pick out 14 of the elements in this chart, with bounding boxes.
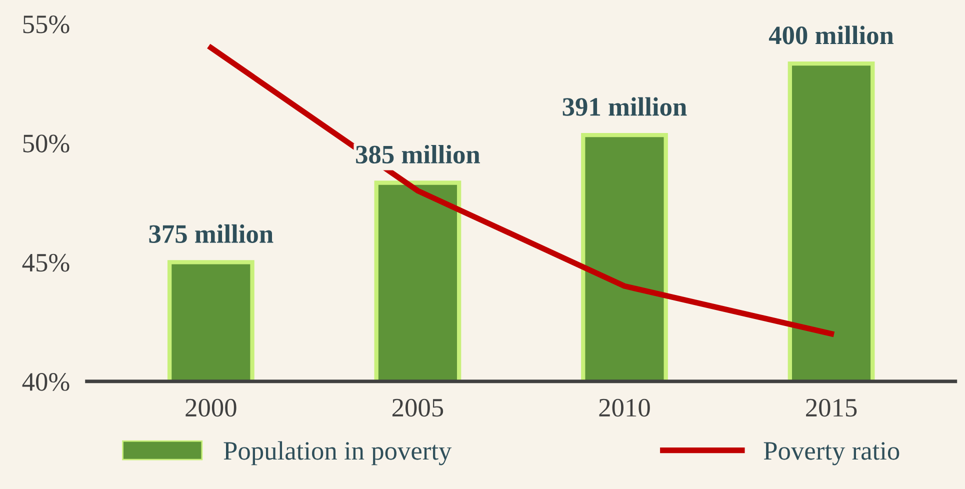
- data-label: 400 million: [768, 26, 894, 44]
- data-label: 385 million: [356, 144, 480, 164]
- y-tick-label: 50%: [23, 134, 70, 153]
- y-tick-label: 55%: [23, 15, 70, 34]
- data-label: 375 million: [149, 224, 274, 243]
- y-tick-label: 45%: [22, 254, 70, 272]
- x-tick-label: 2005: [392, 398, 444, 417]
- legend-label: Poverty ratio: [764, 442, 900, 466]
- x-tick-label: 2000: [186, 398, 236, 417]
- data-label: 391 million: [562, 97, 687, 116]
- x-tick-label: 2010: [599, 398, 650, 417]
- x-tick-label: 2015: [806, 398, 857, 417]
- y-tick-label: 40%: [22, 373, 70, 391]
- legend-label: Population in poverty: [224, 441, 452, 466]
